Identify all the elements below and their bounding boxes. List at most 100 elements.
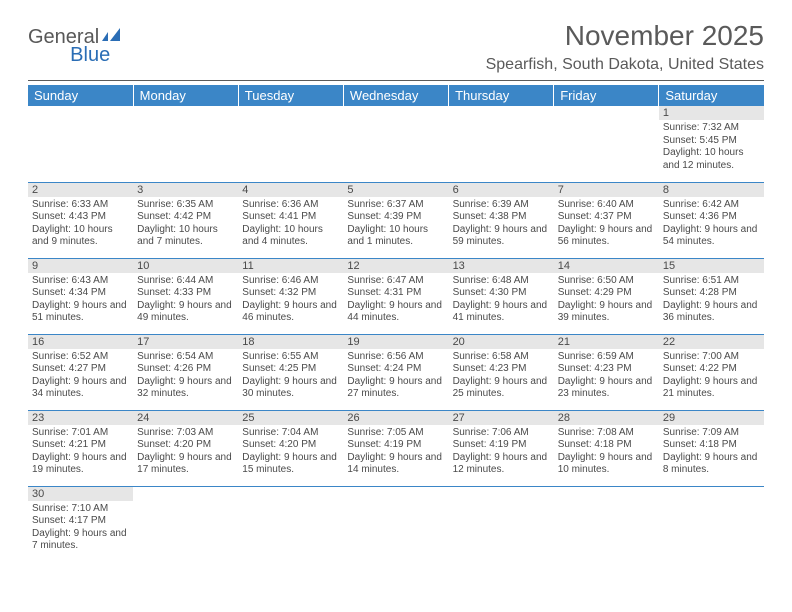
day-number: 7: [554, 183, 659, 197]
daylight-line: Daylight: 10 hours and 4 minutes.: [242, 224, 339, 249]
day-details: Sunrise: 6:43 AMSunset: 4:34 PMDaylight:…: [28, 273, 133, 327]
sunset-line: Sunset: 4:22 PM: [663, 363, 760, 376]
sunrise-line: Sunrise: 6:36 AM: [242, 199, 339, 212]
sunrise-line: Sunrise: 7:32 AM: [663, 122, 760, 135]
sunset-line: Sunset: 4:34 PM: [32, 287, 129, 300]
day-details: Sunrise: 7:05 AMSunset: 4:19 PMDaylight:…: [343, 425, 448, 479]
day-details: Sunrise: 6:52 AMSunset: 4:27 PMDaylight:…: [28, 349, 133, 403]
sunset-line: Sunset: 5:45 PM: [663, 135, 760, 148]
daylight-line: Daylight: 9 hours and 7 minutes.: [32, 528, 129, 553]
calendar-cell: 24Sunrise: 7:03 AMSunset: 4:20 PMDayligh…: [133, 410, 238, 486]
day-details: Sunrise: 7:01 AMSunset: 4:21 PMDaylight:…: [28, 425, 133, 479]
calendar-cell: [659, 486, 764, 562]
sunset-line: Sunset: 4:43 PM: [32, 211, 129, 224]
calendar-cell: [133, 106, 238, 182]
day-number: 29: [659, 411, 764, 425]
sunrise-line: Sunrise: 6:43 AM: [32, 275, 129, 288]
daylight-line: Daylight: 9 hours and 8 minutes.: [663, 452, 760, 477]
daylight-line: Daylight: 9 hours and 51 minutes.: [32, 300, 129, 325]
calendar-cell: 15Sunrise: 6:51 AMSunset: 4:28 PMDayligh…: [659, 258, 764, 334]
day-details: Sunrise: 6:36 AMSunset: 4:41 PMDaylight:…: [238, 197, 343, 251]
calendar-cell: 21Sunrise: 6:59 AMSunset: 4:23 PMDayligh…: [554, 334, 659, 410]
calendar-table: SundayMondayTuesdayWednesdayThursdayFrid…: [28, 85, 764, 562]
day-number: 9: [28, 259, 133, 273]
calendar-cell: [28, 106, 133, 182]
daylight-line: Daylight: 9 hours and 39 minutes.: [558, 300, 655, 325]
day-details: Sunrise: 6:37 AMSunset: 4:39 PMDaylight:…: [343, 197, 448, 251]
sunrise-line: Sunrise: 7:10 AM: [32, 503, 129, 516]
calendar-cell: 9Sunrise: 6:43 AMSunset: 4:34 PMDaylight…: [28, 258, 133, 334]
daylight-line: Daylight: 9 hours and 27 minutes.: [347, 376, 444, 401]
calendar-row: 9Sunrise: 6:43 AMSunset: 4:34 PMDaylight…: [28, 258, 764, 334]
sunset-line: Sunset: 4:18 PM: [558, 439, 655, 452]
sunrise-line: Sunrise: 6:48 AM: [453, 275, 550, 288]
day-number: 5: [343, 183, 448, 197]
day-number: 4: [238, 183, 343, 197]
day-number: 18: [238, 335, 343, 349]
day-details: Sunrise: 7:06 AMSunset: 4:19 PMDaylight:…: [449, 425, 554, 479]
calendar-cell: 30Sunrise: 7:10 AMSunset: 4:17 PMDayligh…: [28, 486, 133, 562]
weekday-header-row: SundayMondayTuesdayWednesdayThursdayFrid…: [28, 85, 764, 106]
calendar-cell: 10Sunrise: 6:44 AMSunset: 4:33 PMDayligh…: [133, 258, 238, 334]
header: General Blue November 2025 Spearfish, So…: [28, 20, 764, 74]
sunset-line: Sunset: 4:23 PM: [558, 363, 655, 376]
day-number: 22: [659, 335, 764, 349]
calendar-cell: 18Sunrise: 6:55 AMSunset: 4:25 PMDayligh…: [238, 334, 343, 410]
sunrise-line: Sunrise: 6:46 AM: [242, 275, 339, 288]
logo-text-blue: Blue: [70, 44, 110, 66]
daylight-line: Daylight: 9 hours and 14 minutes.: [347, 452, 444, 477]
calendar-cell: 27Sunrise: 7:06 AMSunset: 4:19 PMDayligh…: [449, 410, 554, 486]
day-number: 26: [343, 411, 448, 425]
daylight-line: Daylight: 9 hours and 19 minutes.: [32, 452, 129, 477]
sunset-line: Sunset: 4:28 PM: [663, 287, 760, 300]
daylight-line: Daylight: 9 hours and 49 minutes.: [137, 300, 234, 325]
calendar-row: 1Sunrise: 7:32 AMSunset: 5:45 PMDaylight…: [28, 106, 764, 182]
day-details: Sunrise: 6:59 AMSunset: 4:23 PMDaylight:…: [554, 349, 659, 403]
day-number: 2: [28, 183, 133, 197]
day-number: 1: [659, 106, 764, 120]
weekday-header: Saturday: [659, 85, 764, 106]
sunrise-line: Sunrise: 6:52 AM: [32, 351, 129, 364]
sunrise-line: Sunrise: 6:37 AM: [347, 199, 444, 212]
calendar-cell: 12Sunrise: 6:47 AMSunset: 4:31 PMDayligh…: [343, 258, 448, 334]
sunset-line: Sunset: 4:36 PM: [663, 211, 760, 224]
calendar-cell: [449, 486, 554, 562]
day-details: Sunrise: 6:58 AMSunset: 4:23 PMDaylight:…: [449, 349, 554, 403]
sunrise-line: Sunrise: 6:33 AM: [32, 199, 129, 212]
sunrise-line: Sunrise: 6:55 AM: [242, 351, 339, 364]
sunset-line: Sunset: 4:41 PM: [242, 211, 339, 224]
weekday-header: Thursday: [449, 85, 554, 106]
day-number: 21: [554, 335, 659, 349]
calendar-cell: [343, 106, 448, 182]
calendar-cell: [343, 486, 448, 562]
calendar-body: 1Sunrise: 7:32 AMSunset: 5:45 PMDaylight…: [28, 106, 764, 562]
daylight-line: Daylight: 9 hours and 44 minutes.: [347, 300, 444, 325]
calendar-cell: 4Sunrise: 6:36 AMSunset: 4:41 PMDaylight…: [238, 182, 343, 258]
calendar-row: 23Sunrise: 7:01 AMSunset: 4:21 PMDayligh…: [28, 410, 764, 486]
sunset-line: Sunset: 4:20 PM: [242, 439, 339, 452]
sunrise-line: Sunrise: 7:01 AM: [32, 427, 129, 440]
day-details: Sunrise: 6:40 AMSunset: 4:37 PMDaylight:…: [554, 197, 659, 251]
daylight-line: Daylight: 9 hours and 17 minutes.: [137, 452, 234, 477]
calendar-cell: 2Sunrise: 6:33 AMSunset: 4:43 PMDaylight…: [28, 182, 133, 258]
daylight-line: Daylight: 9 hours and 46 minutes.: [242, 300, 339, 325]
calendar-row: 2Sunrise: 6:33 AMSunset: 4:43 PMDaylight…: [28, 182, 764, 258]
day-number: 8: [659, 183, 764, 197]
calendar-cell: [133, 486, 238, 562]
daylight-line: Daylight: 10 hours and 9 minutes.: [32, 224, 129, 249]
logo: General Blue: [28, 26, 166, 49]
day-details: Sunrise: 6:46 AMSunset: 4:32 PMDaylight:…: [238, 273, 343, 327]
sunrise-line: Sunrise: 6:44 AM: [137, 275, 234, 288]
day-number: 11: [238, 259, 343, 273]
calendar-row: 16Sunrise: 6:52 AMSunset: 4:27 PMDayligh…: [28, 334, 764, 410]
day-details: Sunrise: 6:33 AMSunset: 4:43 PMDaylight:…: [28, 197, 133, 251]
calendar-cell: 23Sunrise: 7:01 AMSunset: 4:21 PMDayligh…: [28, 410, 133, 486]
sunrise-line: Sunrise: 7:04 AM: [242, 427, 339, 440]
daylight-line: Daylight: 9 hours and 21 minutes.: [663, 376, 760, 401]
daylight-line: Daylight: 9 hours and 12 minutes.: [453, 452, 550, 477]
day-number: 13: [449, 259, 554, 273]
day-details: Sunrise: 7:32 AMSunset: 5:45 PMDaylight:…: [659, 120, 764, 174]
day-details: Sunrise: 6:35 AMSunset: 4:42 PMDaylight:…: [133, 197, 238, 251]
calendar-cell: [238, 106, 343, 182]
day-number: 10: [133, 259, 238, 273]
